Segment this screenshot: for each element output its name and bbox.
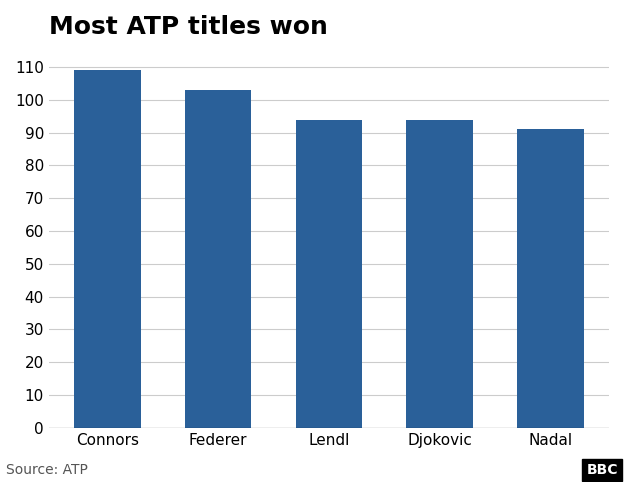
Text: Most ATP titles won: Most ATP titles won <box>49 15 328 39</box>
Text: Source: ATP: Source: ATP <box>6 463 88 477</box>
Text: BBC: BBC <box>587 463 618 477</box>
Bar <box>517 129 583 428</box>
Bar <box>296 120 362 428</box>
Bar <box>185 90 251 428</box>
Bar <box>406 120 473 428</box>
Bar <box>74 70 140 428</box>
